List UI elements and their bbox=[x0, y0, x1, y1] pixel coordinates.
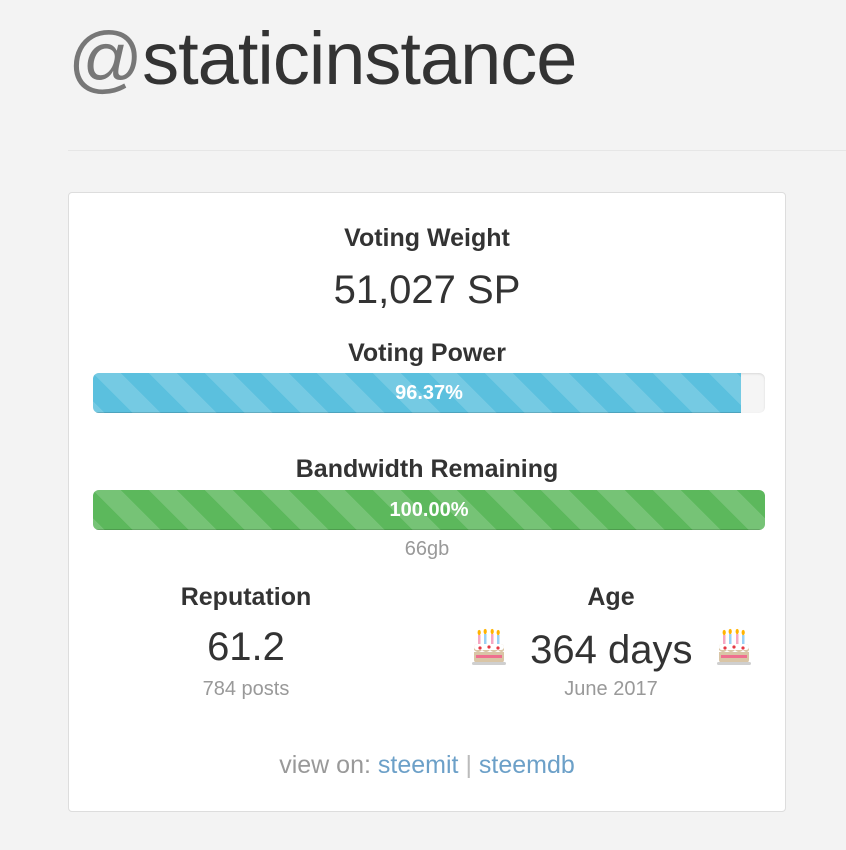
bandwidth-percent: 100.00% bbox=[389, 499, 469, 521]
view-on-links: view on: steemit | steemdb bbox=[69, 753, 785, 778]
username-title: @staticinstance bbox=[68, 22, 577, 96]
birthday-cake-icon bbox=[472, 628, 506, 665]
steemit-link[interactable]: steemit bbox=[377, 751, 459, 779]
reputation-value: 61.2 bbox=[207, 625, 285, 669]
steemdb-link[interactable]: steemdb bbox=[478, 751, 575, 779]
bandwidth-progress-bar: 100.00% bbox=[93, 490, 765, 530]
bandwidth-remaining-label: Bandwidth Remaining bbox=[295, 455, 559, 483]
username: staticinstance bbox=[142, 17, 577, 100]
age-value-row: 364 days bbox=[469, 627, 753, 670]
header-divider bbox=[68, 150, 846, 151]
bandwidth-size: 66gb bbox=[404, 538, 450, 560]
at-symbol: @ bbox=[68, 17, 143, 100]
bandwidth-progress-fill bbox=[93, 490, 765, 530]
voting-power-percent: 96.37% bbox=[395, 382, 463, 404]
age-label: Age bbox=[587, 583, 635, 611]
view-on-label: view on: bbox=[279, 751, 378, 779]
voting-power-progress-fill bbox=[93, 373, 741, 413]
post-count: 784 posts bbox=[202, 678, 290, 700]
voting-weight-value: 51,027 SP bbox=[333, 268, 521, 312]
voting-power-label: Voting Power bbox=[348, 339, 506, 367]
voting-power-progress-bar: 96.37% bbox=[93, 373, 765, 413]
link-separator: | bbox=[465, 751, 472, 779]
reputation-label: Reputation bbox=[180, 583, 312, 611]
account-created-date: June 2017 bbox=[564, 678, 658, 700]
voting-weight-label: Voting Weight bbox=[344, 224, 510, 252]
account-stats-card: Voting Weight 51,027 SP Voting Power 96.… bbox=[68, 192, 786, 812]
birthday-cake-icon bbox=[716, 628, 751, 665]
age-value: 364 days bbox=[530, 628, 693, 672]
